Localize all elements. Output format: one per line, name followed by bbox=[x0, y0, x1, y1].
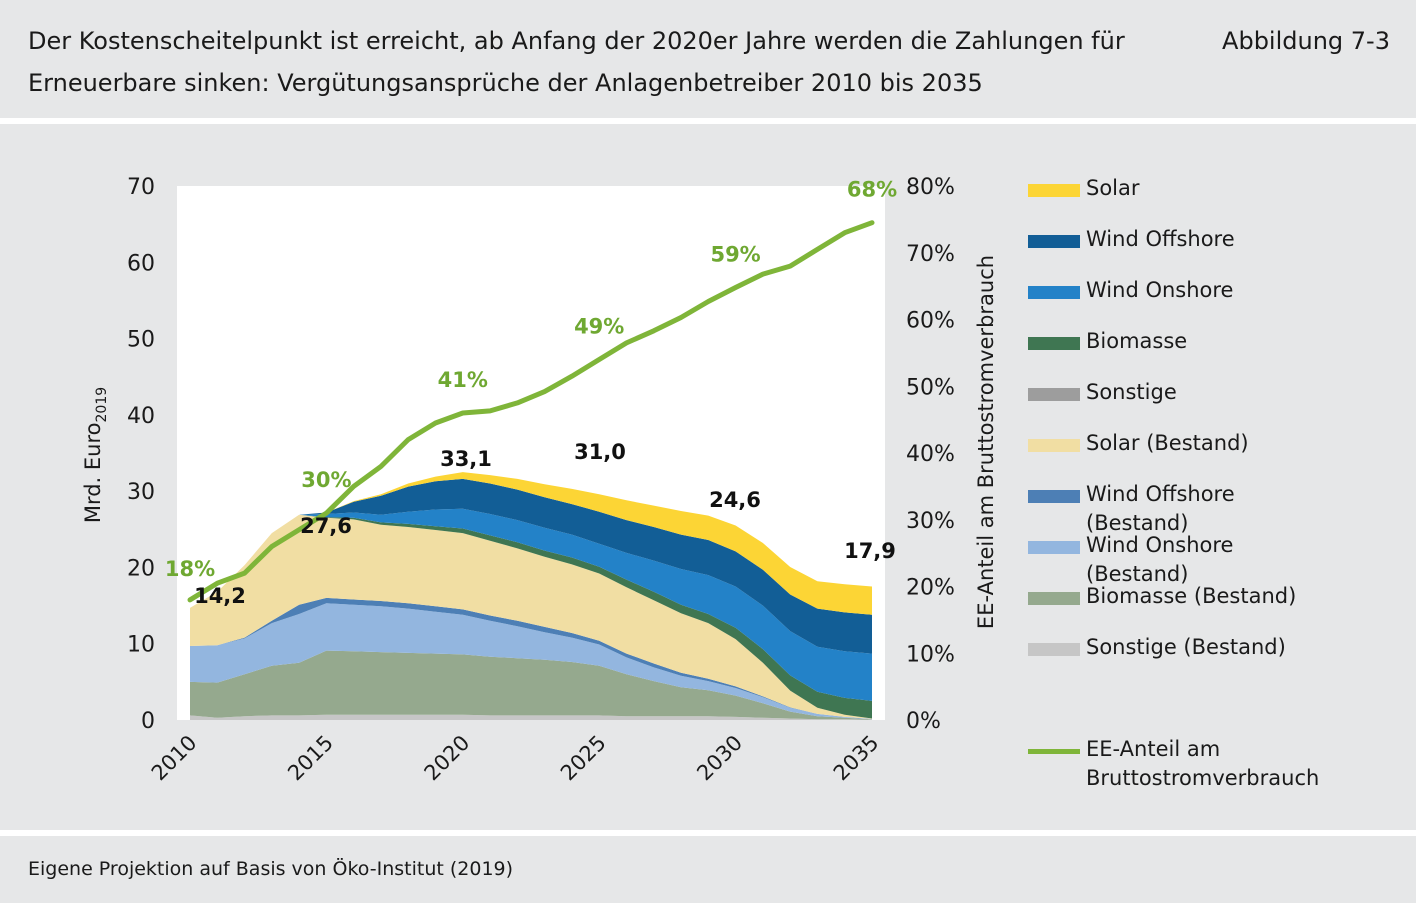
x-tick-label: 2035 bbox=[829, 731, 884, 786]
y-tick-label: 30 bbox=[127, 480, 155, 505]
total-label: 27,6 bbox=[300, 514, 352, 538]
y-tick-label: 60 bbox=[127, 251, 155, 276]
y2-tick-label: 40% bbox=[906, 442, 955, 467]
y-tick-label: 70 bbox=[127, 175, 155, 200]
figure-title: Der Kostenscheitelpunkt ist erreicht, ab… bbox=[28, 27, 1125, 97]
stacked-areas bbox=[177, 186, 885, 720]
legend-item-wind-onshore-bestand: Wind Onshore (Bestand) bbox=[1028, 529, 1408, 586]
legend-label: EE-Anteil am Bruttostromverbrauch bbox=[1086, 737, 1320, 790]
area-biomasse bbox=[190, 514, 872, 719]
footer-bar bbox=[0, 836, 1416, 903]
x-tick-label: 2025 bbox=[556, 731, 611, 786]
total-label: 17,9 bbox=[844, 539, 896, 563]
legend-item-wind-offshore: Wind Offshore bbox=[1028, 223, 1408, 273]
y2-tick-label: 10% bbox=[906, 642, 955, 667]
y-axis-title: Mrd. Euro2019 bbox=[81, 387, 110, 523]
total-label: 24,6 bbox=[709, 488, 761, 512]
y2-tick-label: 80% bbox=[906, 175, 955, 200]
legend-item-ee-anteil-am-bruttostromverbrauch: EE-Anteil am Bruttostromverbrauch bbox=[1028, 733, 1408, 790]
y2-axis-title: EE-Anteil am Bruttostromverbrauch bbox=[974, 255, 998, 629]
legend-label: Wind Onshore (Bestand) bbox=[1086, 533, 1234, 586]
figure-number: Abbildung 7-3 bbox=[1222, 27, 1390, 55]
legend-swatch bbox=[1028, 592, 1080, 605]
area-biomasse-bestand bbox=[190, 650, 872, 720]
y2-tick-label: 70% bbox=[906, 242, 955, 267]
area-wind-offshore bbox=[190, 478, 872, 654]
source-note: Eigene Projektion auf Basis von Öko-Inst… bbox=[28, 858, 514, 880]
y-axis-title-subscript: 2019 bbox=[94, 387, 110, 423]
share-label: 18% bbox=[165, 557, 215, 581]
x-tick-label: 2020 bbox=[420, 731, 475, 786]
legend-label: Sonstige bbox=[1086, 380, 1177, 404]
legend-swatch bbox=[1028, 490, 1080, 503]
share-label: 30% bbox=[301, 468, 351, 492]
area-solar-bestand bbox=[190, 514, 872, 719]
legend-swatch bbox=[1028, 184, 1080, 197]
legend-item-solar: Solar bbox=[1028, 172, 1408, 222]
legend-item-sonstige-bestand: Sonstige (Bestand) bbox=[1028, 631, 1408, 681]
legend-item-sonstige: Sonstige bbox=[1028, 376, 1408, 426]
x-tick-label: 2015 bbox=[283, 731, 338, 786]
y-tick-label: 10 bbox=[127, 633, 155, 658]
value-labels: 18% 30% 41% 49% 59% 68% 14,2 27,6 33,1 31,0 24,6 17… bbox=[165, 178, 897, 608]
legend-item-wind-onshore: Wind Onshore bbox=[1028, 274, 1408, 324]
total-label: 14,2 bbox=[194, 584, 246, 608]
legend-label: Sonstige (Bestand) bbox=[1086, 635, 1286, 659]
area-solar bbox=[190, 472, 872, 615]
total-label: 31,0 bbox=[574, 440, 626, 464]
y2-tick-label: 60% bbox=[906, 309, 955, 334]
share-label: 68% bbox=[847, 178, 897, 202]
area-wind-onshore bbox=[190, 508, 872, 701]
legend-swatch bbox=[1028, 541, 1080, 554]
legend-item-biomasse-bestand: Biomasse (Bestand) bbox=[1028, 580, 1408, 630]
legend-label: Solar bbox=[1086, 176, 1140, 200]
legend-label: Wind Offshore bbox=[1086, 227, 1235, 251]
legend-swatch bbox=[1028, 749, 1080, 754]
legend-label: Solar (Bestand) bbox=[1086, 431, 1249, 455]
y-tick-label: 0 bbox=[141, 709, 155, 734]
legend-label: Wind Offshore (Bestand) bbox=[1086, 482, 1235, 535]
header-bar bbox=[0, 0, 1416, 118]
legend-swatch bbox=[1028, 643, 1080, 656]
y-tick-label: 50 bbox=[127, 328, 155, 353]
legend-swatch bbox=[1028, 235, 1080, 248]
total-label: 33,1 bbox=[440, 447, 492, 471]
y-tick-label: 40 bbox=[127, 404, 155, 429]
area-sonstige-bestand bbox=[190, 714, 872, 720]
x-tick-label: 2030 bbox=[692, 731, 747, 786]
legend-item-solar-bestand: Solar (Bestand) bbox=[1028, 427, 1408, 477]
y2-tick-label: 20% bbox=[906, 576, 955, 601]
legend-item-wind-offshore-bestand: Wind Offshore (Bestand) bbox=[1028, 478, 1408, 535]
ee-share-line bbox=[187, 220, 875, 603]
legend-label: Wind Onshore bbox=[1086, 278, 1234, 302]
share-label: 41% bbox=[438, 368, 488, 392]
area-wind-onshore-bestand bbox=[190, 603, 872, 720]
y-axis-title-text: Mrd. Euro bbox=[81, 422, 105, 523]
x-tick-label: 2010 bbox=[147, 731, 202, 786]
y2-tick-label: 0% bbox=[906, 709, 941, 734]
share-label: 49% bbox=[574, 315, 624, 339]
share-line bbox=[187, 220, 875, 603]
legend-swatch bbox=[1028, 439, 1080, 452]
legend-label: Biomasse (Bestand) bbox=[1086, 584, 1297, 608]
legend-swatch bbox=[1028, 388, 1080, 401]
legend-item-biomasse: Biomasse bbox=[1028, 325, 1408, 375]
legend-label: Biomasse bbox=[1086, 329, 1188, 353]
y-tick-label: 20 bbox=[127, 556, 155, 581]
legend-swatch bbox=[1028, 286, 1080, 299]
share-label: 59% bbox=[710, 242, 760, 266]
legend-swatch bbox=[1028, 337, 1080, 350]
y2-tick-label: 30% bbox=[906, 509, 955, 534]
y2-tick-label: 50% bbox=[906, 375, 955, 400]
